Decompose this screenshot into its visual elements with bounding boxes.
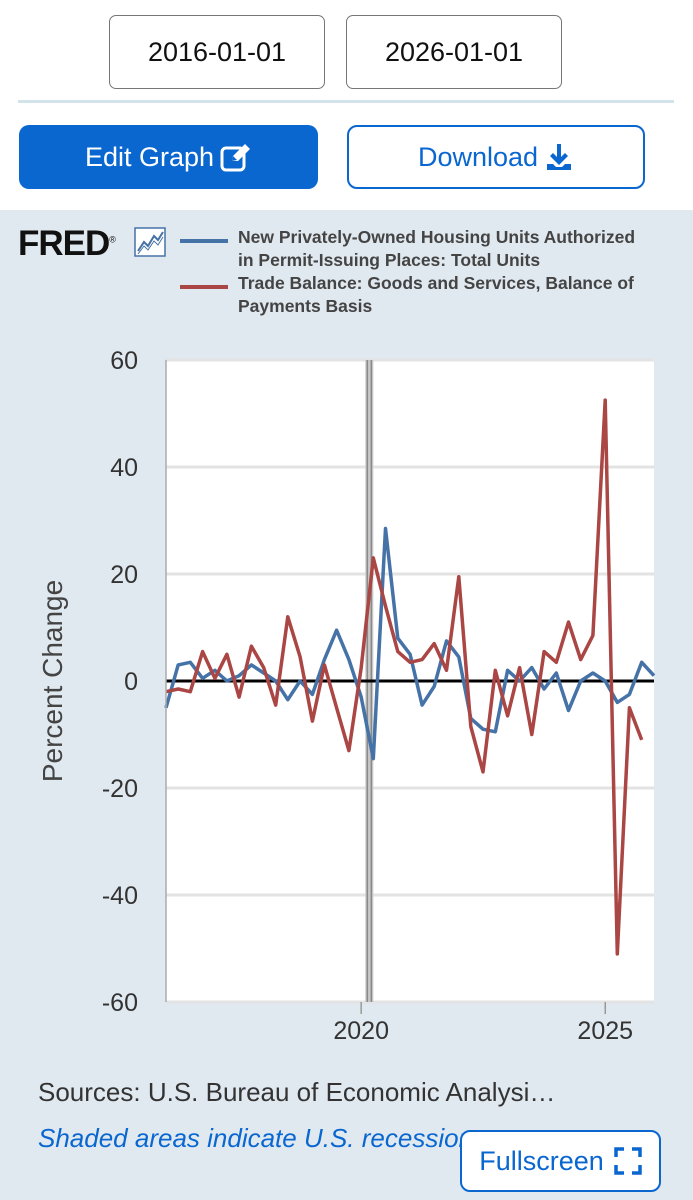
end-date-input[interactable]: 2026-01-01 [346,15,562,89]
fullscreen-icon [614,1147,642,1175]
line-chart: 60 40 20 0 -20 -40 -60 2020 2025 Percent Change [37,347,656,1045]
series-line-trade [165,398,644,956]
legend-item-trade: Trade Balance: Goods and Services, Balan… [180,272,650,318]
x-tick-label: 2020 [333,1017,389,1045]
legend-swatch-trade [180,285,228,289]
y-tick-label: 60 [110,347,138,375]
legend-swatch-housing [180,239,228,243]
legend-label-housing: New Privately-Owned Housing Units Author… [238,227,636,270]
legend-item-housing: New Privately-Owned Housing Units Author… [180,226,650,272]
y-axis-label: Percent Change [37,580,68,782]
chart-legend: New Privately-Owned Housing Units Author… [180,226,650,318]
recession-note: Shaded areas indicate U.S. recessions. [38,1123,468,1153]
legend-label-trade: Trade Balance: Goods and Services, Balan… [238,273,634,316]
download-label: Download [417,141,539,172]
y-tick-label: -40 [102,882,138,910]
sources-text[interactable]: Sources: U.S. Bureau of Economic Analysi… [38,1077,556,1107]
y-tick-label: 20 [110,561,138,589]
edit-pencil-icon [220,144,251,172]
divider [18,100,674,103]
download-icon [547,144,572,170]
line-chart-icon [134,227,166,257]
fullscreen-button[interactable]: Fullscreen [460,1130,661,1192]
y-tick-label: -60 [102,989,138,1017]
y-tick-label: 40 [110,454,138,482]
start-date-input[interactable]: 2016-01-01 [109,15,325,89]
y-tick-label: 0 [124,668,138,696]
y-tick-label: -20 [102,775,138,803]
x-tick-label: 2025 [577,1017,633,1045]
edit-graph-button[interactable]: Edit Graph [19,125,318,189]
fred-logo: FRED® [18,224,116,263]
fullscreen-label: Fullscreen [479,1145,604,1176]
edit-graph-label: Edit Graph [84,141,215,172]
download-button[interactable]: Download [347,125,645,189]
